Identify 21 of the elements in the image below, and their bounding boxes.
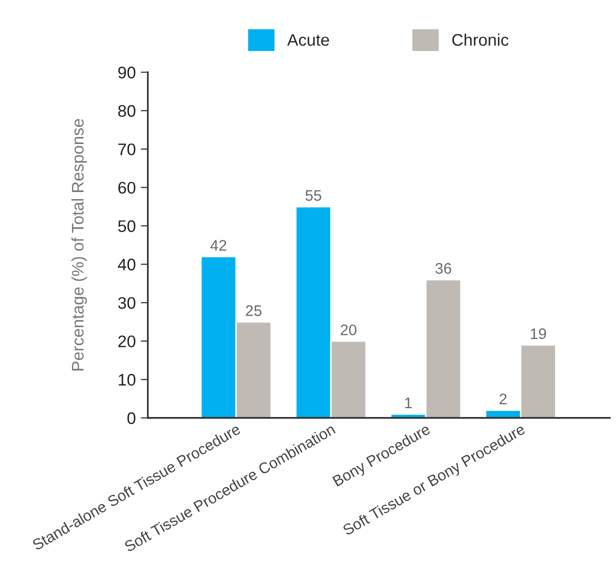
y-tick-label: 80 xyxy=(118,105,136,117)
legend-label: Chronic xyxy=(452,34,508,46)
y-tick-label: 20 xyxy=(118,335,136,348)
data-label: 42 xyxy=(210,240,226,251)
y-tick-label: 70 xyxy=(118,143,136,156)
y-tick-label: 60 xyxy=(118,182,136,194)
legend-label: Acute xyxy=(287,34,330,46)
y-tick-label: 40 xyxy=(118,258,136,270)
data-label: 2 xyxy=(500,394,507,404)
y-tick-label: 50 xyxy=(118,220,136,232)
data-label: 25 xyxy=(246,305,262,316)
y-tick-label: 90 xyxy=(118,66,136,78)
data-label: 20 xyxy=(340,324,356,336)
data-label: 19 xyxy=(530,328,546,340)
data-label: 1 xyxy=(405,398,412,408)
data-label: 55 xyxy=(305,190,322,201)
y-tick-label: 0 xyxy=(127,412,136,424)
y-tick-label: 10 xyxy=(118,374,136,386)
y-axis-title: Percentage (%) of Total Response xyxy=(71,119,87,370)
y-tick-label: 30 xyxy=(118,297,136,309)
data-label: 36 xyxy=(435,263,452,274)
